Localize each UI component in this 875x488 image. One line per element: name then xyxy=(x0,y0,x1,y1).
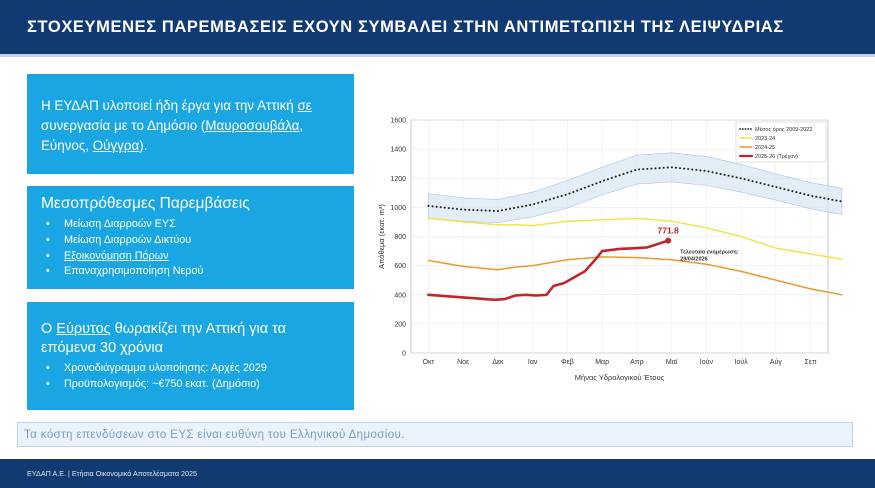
header-divider xyxy=(0,54,875,57)
x-tick-label: Δεκ xyxy=(492,359,504,366)
evrytos-title: Ο Εύρυτος θωρακίζει την Αττική για τα επ… xyxy=(41,321,287,356)
list-item: Χρονοδιάγραμμα υλοποίησης: Αρχές 2029 xyxy=(41,361,344,377)
latest-value-label: 771.8 xyxy=(658,226,680,236)
mid-term-title: Μεσοπρόθεσμες Παρεμβάσεις xyxy=(41,195,250,212)
y-tick-label: 400 xyxy=(394,292,406,299)
info-box-mid-term: Μεσοπρόθεσμες Παρεμβάσεις Μείωση Διαρροώ… xyxy=(27,186,354,289)
reservoir-chart-svg: 0 200 400 600 800 1000 1200 1400 1600 Οκτ Νοε Δεκ Ια… xyxy=(377,118,843,382)
footer-bar: ΕΥΔΑΠ Α.Ε. | Ετήσια Οικονομικά Αποτελέσμ… xyxy=(0,459,875,488)
y-axis-label: Απόθεμα (εκατ. m³) xyxy=(377,204,386,269)
latest-point-marker xyxy=(665,237,672,244)
x-tick-label: Αύγ xyxy=(770,358,782,366)
x-tick-label: Ιούν xyxy=(700,358,714,366)
list-item: Μείωση Διαρροών Δικτύου xyxy=(41,233,344,249)
reservoir-chart: 0 200 400 600 800 1000 1200 1400 1600 Οκτ Νοε Δεκ Ια… xyxy=(370,110,852,388)
y-tick-label: 1000 xyxy=(390,205,406,212)
list-item: Επαναχρησιμοποίηση Νερού xyxy=(41,264,344,280)
list-item: Προϋπολογισμός: ~€750 εκατ. (Δημόσιο) xyxy=(41,377,344,393)
evrytos-list: Χρονοδιάγραμμα υλοποίησης: Αρχές 2029 Πρ… xyxy=(41,361,344,393)
mid-term-list: Μείωση Διαρροών ΕΥΣ Μείωση Διαρροών Δικτ… xyxy=(41,217,344,280)
x-tick-label: Απρ xyxy=(630,359,643,366)
x-tick-label: Σεπ xyxy=(804,359,816,366)
last-update-label: Τελευταία ενημέρωση: xyxy=(680,250,739,256)
y-tick-label: 1600 xyxy=(390,118,406,125)
ongoing-projects-text: Η ΕΥΔΑΠ υλοποιεί ήδη έργα για την Αττική… xyxy=(41,98,312,153)
y-tick-label: 200 xyxy=(394,321,406,328)
x-tick-label: Οκτ xyxy=(423,359,435,366)
header-bar: ΣΤΟΧΕΥΜΕΝΕΣ ΠΑΡΕΜΒΑΣΕΙΣ ΕΧΟΥΝ ΣΥΜΒΑΛΕΙ Σ… xyxy=(0,0,875,54)
x-tick-label: Ιαν xyxy=(528,359,538,366)
legend-label: 2025-26 (Τρέχον) xyxy=(755,153,798,160)
x-tick-label: Ιούλ xyxy=(735,358,749,366)
info-box-evrytos: Ο Εύρυτος θωρακίζει την Αττική για τα επ… xyxy=(27,302,354,410)
list-item: Μείωση Διαρροών ΕΥΣ xyxy=(41,217,344,233)
page-title: ΣΤΟΧΕΥΜΕΝΕΣ ΠΑΡΕΜΒΑΣΕΙΣ ΕΧΟΥΝ ΣΥΜΒΑΛΕΙ Σ… xyxy=(27,17,784,36)
list-item: Εξοικονόμηση Πόρων xyxy=(41,249,344,265)
series-line-0 xyxy=(427,166,843,212)
series-line-1 xyxy=(427,217,843,260)
y-tick-label: 600 xyxy=(394,263,406,270)
x-tick-label: Μαρ xyxy=(595,359,609,366)
x-axis-label: Μήνας Υδρολογικού Έτους xyxy=(575,373,665,382)
y-tick-label: 0 xyxy=(402,351,406,358)
footer-text: ΕΥΔΑΠ Α.Ε. | Ετήσια Οικονομικά Αποτελέσμ… xyxy=(27,469,197,478)
legend-label: 2024-25 xyxy=(755,145,775,151)
legend-label: Μέσος όρος 2009-2022 xyxy=(755,126,812,133)
y-tick-label: 1400 xyxy=(390,147,406,154)
series-line-3 xyxy=(427,239,670,302)
last-update-date: 29/04/2026 xyxy=(680,257,708,263)
x-tick-label: Νοε xyxy=(457,359,469,366)
y-tick-label: 1200 xyxy=(390,176,406,183)
footnote-banner: Τα κόστη επενδύσεων στο ΕΥΣ είναι ευθύνη… xyxy=(17,422,853,447)
series-line-2 xyxy=(427,256,843,296)
x-tick-label: Φεβ xyxy=(561,359,574,366)
footnote-text: Τα κόστη επενδύσεων στο ΕΥΣ είναι ευθύνη… xyxy=(24,428,405,441)
x-tick-label: Μαϊ xyxy=(666,359,678,366)
y-tick-label: 800 xyxy=(394,234,406,241)
average-range-band xyxy=(428,152,843,224)
legend-label: 2023-24 xyxy=(755,136,775,142)
info-box-ongoing-projects: Η ΕΥΔΑΠ υλοποιεί ήδη έργα για την Αττική… xyxy=(27,74,354,174)
